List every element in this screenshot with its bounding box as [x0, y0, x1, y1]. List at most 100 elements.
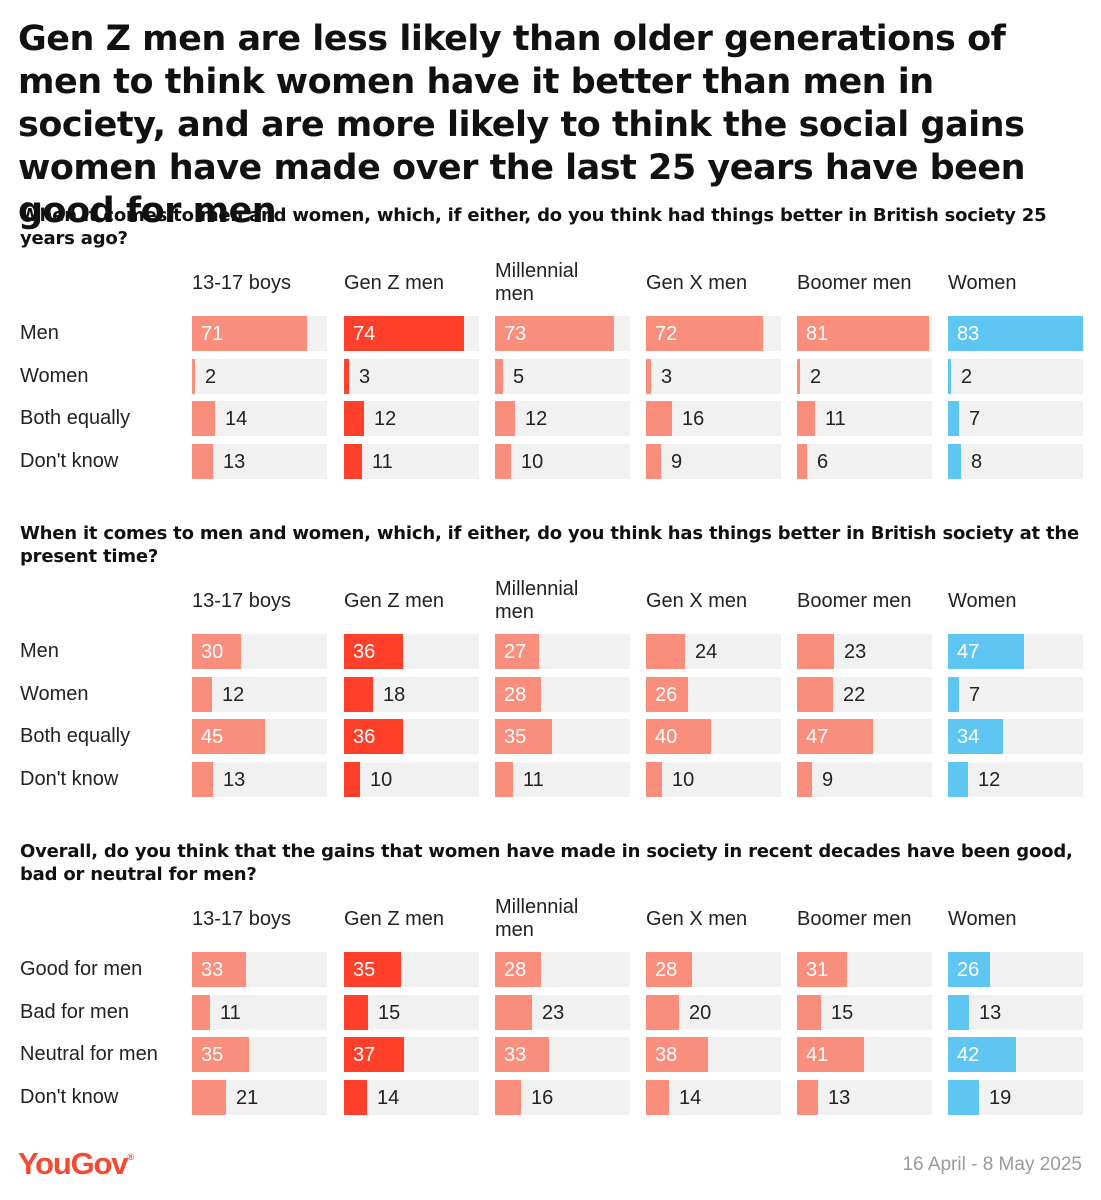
column-header: Gen Z men [344, 272, 445, 294]
brand-name: YouGov [18, 1146, 129, 1181]
bar-track: 10 [344, 761, 479, 797]
column-header: 13-17 boys [192, 590, 291, 612]
data-label: 9 [822, 768, 834, 791]
data-label: 31 [806, 959, 829, 981]
data-label: 8 [971, 450, 983, 473]
bar-track: 36 [344, 719, 479, 754]
bar-track: 11 [344, 443, 479, 479]
row-label: Bad for men [20, 1000, 129, 1023]
bar [495, 634, 539, 669]
bar-track: 18 [344, 676, 479, 712]
data-label: 7 [969, 683, 981, 706]
bar [495, 676, 541, 712]
data-label: 74 [353, 323, 376, 345]
bar [948, 952, 990, 987]
bar [192, 676, 212, 712]
bar-track: 28 [495, 676, 630, 712]
bar-track: 15 [797, 994, 932, 1030]
bar [495, 316, 614, 351]
bar-track: 19 [948, 1079, 1083, 1115]
bar [797, 994, 821, 1030]
bar-track: 13 [192, 761, 327, 797]
bar [948, 358, 951, 394]
bar [646, 401, 672, 436]
data-label: 10 [370, 768, 393, 791]
bar-track: 14 [646, 1079, 781, 1115]
bar [646, 1037, 708, 1072]
bar-track: 7 [948, 676, 1083, 712]
data-label: 18 [383, 683, 406, 706]
data-label: 72 [655, 323, 678, 345]
bar [797, 401, 815, 436]
data-label: 2 [810, 365, 822, 388]
data-label: 14 [679, 1086, 702, 1109]
row-label: Both equally [20, 725, 131, 747]
column-header: Boomer men [797, 908, 912, 930]
data-label: 15 [378, 1001, 401, 1024]
column-header: Gen Z men [344, 908, 445, 930]
data-label: 12 [978, 768, 1001, 791]
data-label: 33 [201, 959, 224, 981]
bar-track: 83 [948, 316, 1083, 351]
bar [495, 1037, 549, 1072]
bar-track: 14 [192, 401, 327, 436]
bar-track: 40 [646, 719, 781, 754]
column-header: Millennial men [495, 578, 579, 623]
bar-track: 20 [646, 994, 781, 1030]
data-label: 28 [504, 959, 527, 981]
bar [646, 634, 685, 669]
bar [797, 316, 929, 351]
data-label: 10 [672, 768, 695, 791]
bar [797, 761, 812, 797]
bar-track: 35 [495, 719, 630, 754]
row-label: Women [20, 364, 89, 387]
bar [797, 634, 834, 669]
bar [646, 316, 763, 351]
data-label: 3 [661, 365, 673, 388]
data-label: 14 [377, 1086, 400, 1109]
bar [797, 719, 873, 754]
data-label: 3 [359, 365, 371, 388]
data-label: 2 [961, 365, 973, 388]
row-label: Don't know [20, 1085, 119, 1108]
bar [495, 1079, 521, 1115]
bar [344, 1037, 404, 1072]
data-label: 47 [806, 726, 829, 748]
data-label: 7 [969, 408, 981, 430]
bar [495, 994, 532, 1030]
bar-track: 73 [495, 316, 630, 351]
bar-track: 41 [797, 1037, 932, 1072]
bar-track: 12 [344, 401, 479, 436]
bar-track: 7 [948, 401, 1083, 436]
chart-title: Gen Z men are less likely than older gen… [18, 19, 1026, 231]
data-label: 24 [695, 641, 718, 663]
bar [646, 676, 688, 712]
bar-track: 33 [192, 952, 327, 987]
bar-track: 26 [646, 676, 781, 712]
data-label: 13 [979, 1001, 1002, 1024]
bar [495, 719, 552, 754]
bar [646, 443, 661, 479]
column-header: 13-17 boys [192, 272, 291, 294]
data-label: 12 [374, 408, 397, 430]
bar [192, 719, 265, 754]
row-label: Don't know [20, 767, 119, 790]
data-label: 20 [689, 1001, 712, 1024]
bar [344, 401, 364, 436]
data-label: 5 [513, 365, 525, 388]
bar-track: 23 [495, 994, 630, 1030]
bar-track: 16 [495, 1079, 630, 1115]
bar-track: 2 [948, 358, 1083, 394]
data-label: 22 [843, 683, 866, 706]
bar [797, 1037, 864, 1072]
data-label: 26 [957, 959, 980, 981]
data-label: 10 [521, 450, 544, 473]
bar [192, 952, 246, 987]
bar [192, 1079, 226, 1115]
bar [495, 358, 503, 394]
bar [344, 761, 360, 797]
data-label: 37 [353, 1044, 376, 1066]
bar-track: 28 [495, 952, 630, 987]
data-label: 35 [201, 1044, 224, 1066]
bar-track: 35 [344, 952, 479, 987]
